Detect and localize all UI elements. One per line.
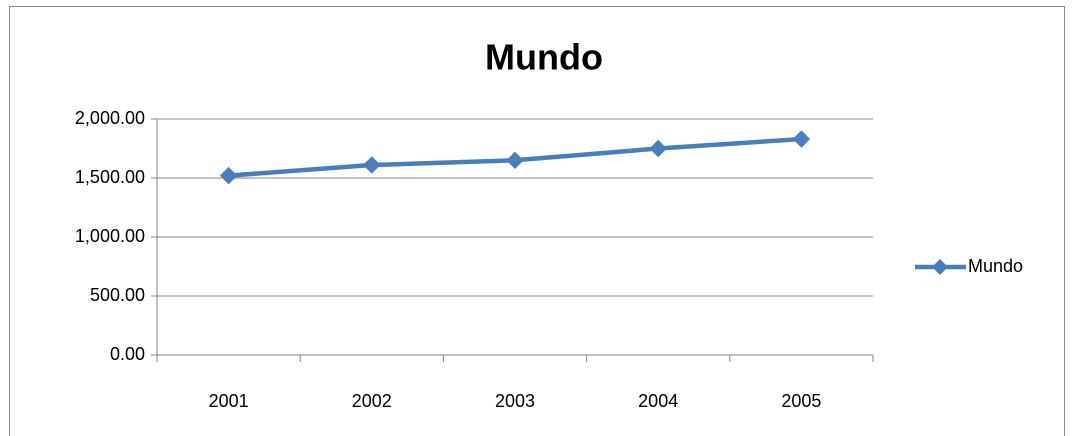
marker [649,139,667,158]
y-tick-label: 1,500.00 [75,167,145,187]
y-tick-label: 500.00 [90,285,145,305]
marker [363,156,381,174]
x-tick-label: 2004 [638,391,678,411]
legend-label: Mundo [968,256,1023,276]
y-tick-label: 1,000.00 [75,226,145,246]
x-tick-label: 2005 [781,391,821,411]
marker [219,166,238,185]
marker [506,151,524,170]
marker [792,130,811,148]
chart-border [9,6,1065,436]
x-tick-label: 2002 [352,391,392,411]
y-tick-label: 2,000.00 [75,108,145,128]
x-tick-label: 2003 [495,391,535,411]
legend-marker [932,259,948,275]
y-tick-label: 0.00 [110,344,145,364]
x-tick-label: 2001 [209,391,249,411]
chart-title: Mundo [485,37,603,78]
